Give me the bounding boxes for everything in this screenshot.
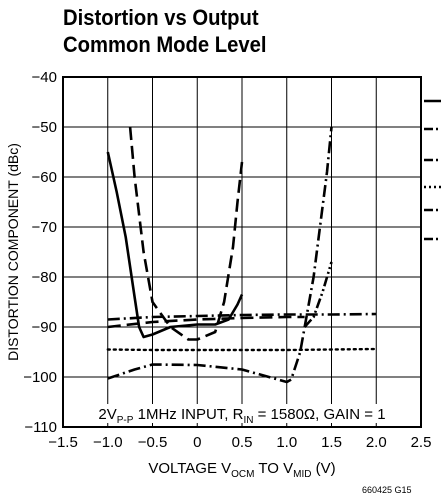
series-line xyxy=(107,126,333,384)
x-tick-label: 0 xyxy=(193,434,201,451)
chart-title-line-1: Distortion vs Output xyxy=(63,5,259,30)
annotation-sub-2: IN xyxy=(243,415,253,426)
x-axis-label-sub-1: OCM xyxy=(231,469,254,480)
y-axis-label: DISTORTION COMPONENT (dBc) xyxy=(5,143,21,361)
x-tick-label: 1.0 xyxy=(276,434,297,451)
series-line xyxy=(303,261,333,328)
chart-title: Distortion vs Output Common Mode Level xyxy=(63,4,267,58)
x-tick-label: −0.5 xyxy=(138,434,168,451)
x-tick-label: 0.5 xyxy=(232,434,253,451)
y-tick-label: −50 xyxy=(32,119,57,136)
x-axis-label-base: VOLTAGE V xyxy=(148,460,231,477)
y-tick-label: −90 xyxy=(32,319,57,336)
x-axis-label: VOLTAGE VOCM TO VMID (V) xyxy=(148,460,335,480)
figure-code: 660425 G15 xyxy=(362,485,412,495)
x-axis-label-sub-2: MID xyxy=(293,469,311,480)
y-tick-label: −70 xyxy=(32,219,57,236)
annotation-part-3: = 1580Ω, GAIN = 1 xyxy=(253,406,385,423)
series-line xyxy=(106,151,244,339)
x-tick-label: −1.5 xyxy=(48,434,78,451)
x-axis-label-mid: TO V xyxy=(255,460,294,477)
x-axis-label-unit: (V) xyxy=(311,460,335,477)
grid xyxy=(63,77,421,427)
annotation-sub-1: P-P xyxy=(117,415,134,426)
x-tick-label: 1.5 xyxy=(321,434,342,451)
annotation-part-1: 2V xyxy=(98,406,116,423)
y-tick-label: −100 xyxy=(23,369,57,386)
series-line xyxy=(106,347,378,352)
series-line xyxy=(107,312,377,321)
chart-title-line-2: Common Mode Level xyxy=(63,32,267,57)
x-tick-label: 2.0 xyxy=(366,434,387,451)
y-tick-label: −40 xyxy=(32,69,57,86)
plot-frame xyxy=(62,76,422,428)
x-tick-label: 2.5 xyxy=(411,434,432,451)
legend-keys xyxy=(424,99,441,241)
annotation-part-2: 1MHz INPUT, R xyxy=(133,406,243,423)
y-tick-label: −110 xyxy=(24,419,57,436)
y-tick-label: −80 xyxy=(32,269,57,286)
tick-labels: −1.5 −1.0 −0.5 0 0.5 1.0 1.5 2.0 2.5 −110 −100 −90 −… xyxy=(23,69,431,451)
y-tick-label: −60 xyxy=(32,169,57,186)
x-tick-label: −1.0 xyxy=(93,434,123,451)
test-conditions-annotation: 2VP-P 1MHz INPUT, RIN = 1580Ω, GAIN = 1 xyxy=(98,406,385,426)
annotation-background xyxy=(84,404,418,423)
series-group xyxy=(106,126,378,384)
series-line xyxy=(107,315,305,329)
series-line xyxy=(128,126,244,341)
